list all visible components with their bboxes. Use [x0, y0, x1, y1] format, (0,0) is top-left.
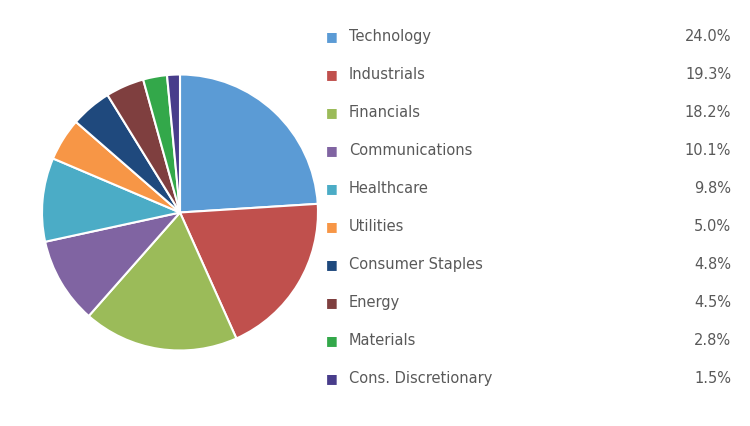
Wedge shape	[42, 159, 180, 242]
Text: Communications: Communications	[349, 142, 472, 158]
Text: Cons. Discretionary: Cons. Discretionary	[349, 370, 492, 385]
Text: ■: ■	[326, 181, 338, 194]
Text: 1.5%: 1.5%	[694, 370, 731, 385]
Text: 24.0%: 24.0%	[685, 29, 731, 44]
Text: 19.3%: 19.3%	[686, 66, 731, 82]
Text: Financials: Financials	[349, 104, 421, 120]
Text: ■: ■	[326, 144, 338, 156]
Text: ■: ■	[326, 30, 338, 43]
Text: 18.2%: 18.2%	[685, 104, 731, 120]
Text: ■: ■	[326, 68, 338, 81]
Wedge shape	[76, 96, 180, 213]
Text: Industrials: Industrials	[349, 66, 426, 82]
Text: ■: ■	[326, 106, 338, 118]
Wedge shape	[167, 75, 180, 213]
Text: 9.8%: 9.8%	[694, 180, 731, 196]
Text: Consumer Staples: Consumer Staples	[349, 256, 483, 271]
Text: ■: ■	[326, 371, 338, 384]
Text: ■: ■	[326, 295, 338, 308]
Wedge shape	[88, 213, 236, 351]
Wedge shape	[180, 204, 318, 339]
Text: 4.8%: 4.8%	[694, 256, 731, 271]
Text: Energy: Energy	[349, 294, 400, 309]
Wedge shape	[53, 123, 180, 213]
Text: 5.0%: 5.0%	[694, 218, 731, 233]
Text: ■: ■	[326, 333, 338, 346]
Text: Materials: Materials	[349, 332, 416, 347]
Text: 2.8%: 2.8%	[694, 332, 731, 347]
Text: Healthcare: Healthcare	[349, 180, 429, 196]
Wedge shape	[107, 81, 180, 213]
Wedge shape	[143, 76, 180, 213]
Text: ■: ■	[326, 219, 338, 232]
Text: Utilities: Utilities	[349, 218, 404, 233]
Text: 4.5%: 4.5%	[694, 294, 731, 309]
Wedge shape	[45, 213, 180, 316]
Wedge shape	[180, 75, 318, 213]
Text: ■: ■	[326, 257, 338, 270]
Text: 10.1%: 10.1%	[685, 142, 731, 158]
Text: Technology: Technology	[349, 29, 430, 44]
